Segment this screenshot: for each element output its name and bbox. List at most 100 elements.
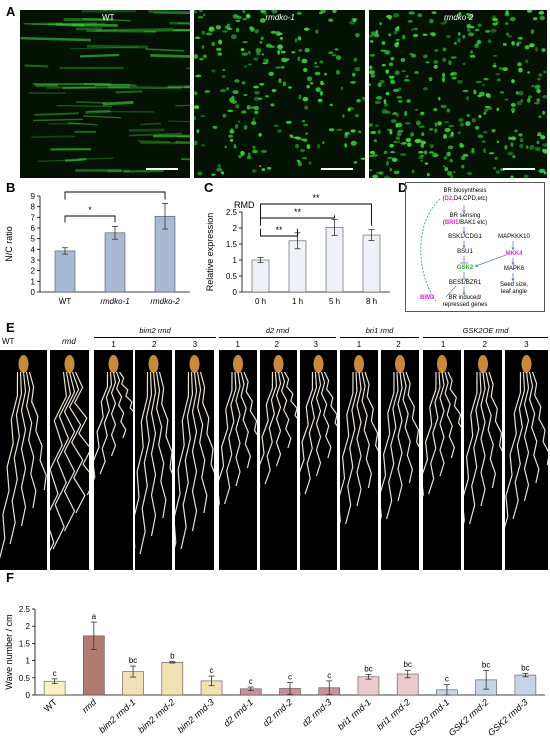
panel-label-f: F <box>6 570 14 585</box>
group-line-4 <box>423 337 548 338</box>
micrograph-3-label: rmdko-2 <box>444 13 474 22</box>
x-tick-label: GSK2 rmd-3 <box>486 697 530 738</box>
node-mapk6: MAPK6 <box>503 266 525 272</box>
scale-bar-1 <box>146 168 178 170</box>
significance-letter: b <box>170 652 175 661</box>
line-number: 1 <box>440 340 446 349</box>
x-tick-label: bim2 rmd-2 <box>136 697 177 735</box>
node-genes-line2: repressed genes <box>442 302 488 308</box>
root-photo-9 <box>340 350 378 570</box>
root-photo-11-drawing <box>423 355 461 498</box>
y-axis-label: N/C ratio <box>4 226 14 262</box>
node-bsu1: BSU1 <box>457 249 473 255</box>
panel-label-d: D <box>398 180 408 195</box>
y-tick-label: 1.5 <box>226 240 238 249</box>
line-number: 2 <box>152 340 157 349</box>
significance-stars: ** <box>275 225 283 235</box>
y-tick-label: 4 <box>31 245 36 254</box>
node-mapkkk10: MAPKKK10 <box>498 234 530 240</box>
node-seed-line2: leaf angle <box>500 289 528 295</box>
root-photo-11 <box>423 350 461 570</box>
chart-title: RMD <box>234 200 255 210</box>
significance-bracket <box>64 215 116 223</box>
chart-b-nc-ratio: 0 12 3 45 6 78 9 N/C ratio WT rmdko-1 rmdko-2 * * <box>4 186 190 306</box>
root-photo-2-drawing <box>50 355 89 552</box>
line-number: 3 <box>313 340 318 349</box>
significance-letter: bc <box>482 661 490 670</box>
y-tick-label: 0 <box>233 288 238 297</box>
significance-letter: c <box>210 666 214 675</box>
significance-stars: ** <box>312 193 320 203</box>
x-tick-label: bim2 rmd-1 <box>97 697 138 735</box>
y-tick-label: 2 <box>233 224 238 233</box>
micrograph-1-texture <box>20 10 190 173</box>
x-tick-label: bri1 rmd-1 <box>336 697 373 732</box>
panel-label-e: E <box>6 320 15 335</box>
scale-bar-3 <box>503 168 535 170</box>
significance-bracket <box>260 203 372 226</box>
d2-others: ,D4,CPD,etc) <box>452 196 488 202</box>
bri1-others: /BAK1 etc) <box>458 220 488 226</box>
root-photo-13-drawing <box>505 355 548 528</box>
group-line-2 <box>219 337 336 338</box>
y-tick-label: 3 <box>31 256 36 265</box>
y-tick-label: 8 <box>31 203 36 212</box>
x-tick-label: GSK2 rmd-1 <box>407 697 451 738</box>
micrograph-1: WT <box>20 10 190 178</box>
y-tick-label: 0 <box>26 691 31 700</box>
root-photo-1-drawing <box>0 355 47 560</box>
bar <box>325 227 344 293</box>
node-d2-group: (D2,D4,CPD,etc) <box>434 196 496 202</box>
node-bri1-group: (BRI1/BAK1 etc) <box>432 220 498 226</box>
micrograph-3: rmdko-2 <box>369 10 547 178</box>
x-tick-label: 0 h <box>255 297 266 306</box>
micrograph-1-label: WT <box>102 13 115 22</box>
group-label-4: GSK2OE rmd <box>462 326 509 335</box>
significance-letter: bc <box>521 663 529 672</box>
root-photo-10 <box>381 350 419 570</box>
bar <box>161 662 184 696</box>
y-tick-label: 7 <box>31 213 36 222</box>
line-number: 2 <box>482 340 487 349</box>
x-tick-label: d2 rmd-2 <box>261 697 294 729</box>
scale-bar-2 <box>321 168 353 170</box>
bar <box>251 259 270 293</box>
group-label-2: d2 rmd <box>265 326 290 335</box>
x-tick-label: WT <box>42 697 59 714</box>
micrograph-2: rmdko-1 <box>194 10 365 178</box>
x-tick-label: 5 h <box>329 297 340 306</box>
significance-letter: bc <box>403 660 411 669</box>
root-photo-3-drawing <box>94 355 133 481</box>
line-number: 2 <box>274 340 279 349</box>
x-tick-label: rmd <box>80 696 99 714</box>
group-label-3: bri1 rmd <box>365 326 394 335</box>
x-tick-label: rmdko-1 <box>100 297 129 306</box>
x-tick-label: WT <box>59 297 72 306</box>
significance-stars: ** <box>294 207 302 217</box>
root-photo-7-drawing <box>260 355 297 487</box>
significance-letter: c <box>249 677 253 686</box>
root-photo-4-drawing <box>135 355 172 555</box>
y-tick-label: 2.5 <box>19 605 31 614</box>
y-tick-label: 6 <box>31 224 36 233</box>
panel-label-b: B <box>6 180 16 195</box>
node-genes-line1: BR induced/ <box>448 295 482 301</box>
y-tick-label: 1 <box>31 277 36 286</box>
y-tick-label: 0.5 <box>226 272 238 281</box>
root-photo-5 <box>175 350 214 570</box>
line-number: 1 <box>356 340 362 349</box>
panel-d-pathway-diagram: BR biosynthesis (D2,D4,CPD,etc) BR sensi… <box>405 182 545 312</box>
root-photo-1 <box>0 350 47 570</box>
root-photo-5-drawing <box>175 355 214 550</box>
label-wt: WT <box>2 337 15 346</box>
x-tick-label: d2 rmd-3 <box>300 697 333 729</box>
x-tick-label: d2 rmd-1 <box>222 697 255 729</box>
significance-stars: * <box>88 205 92 215</box>
chart-c-rmd-expression: 0 0.5 1 1.5 2 2.5 Relative expression 0 h 1 h 5 h… <box>205 193 390 306</box>
significance-letter: bc <box>129 656 137 665</box>
line-number: 2 <box>396 340 401 349</box>
node-bri1: BRI1 <box>444 220 459 226</box>
node-mkk4: MKK4 <box>505 251 523 257</box>
bar <box>104 232 126 293</box>
